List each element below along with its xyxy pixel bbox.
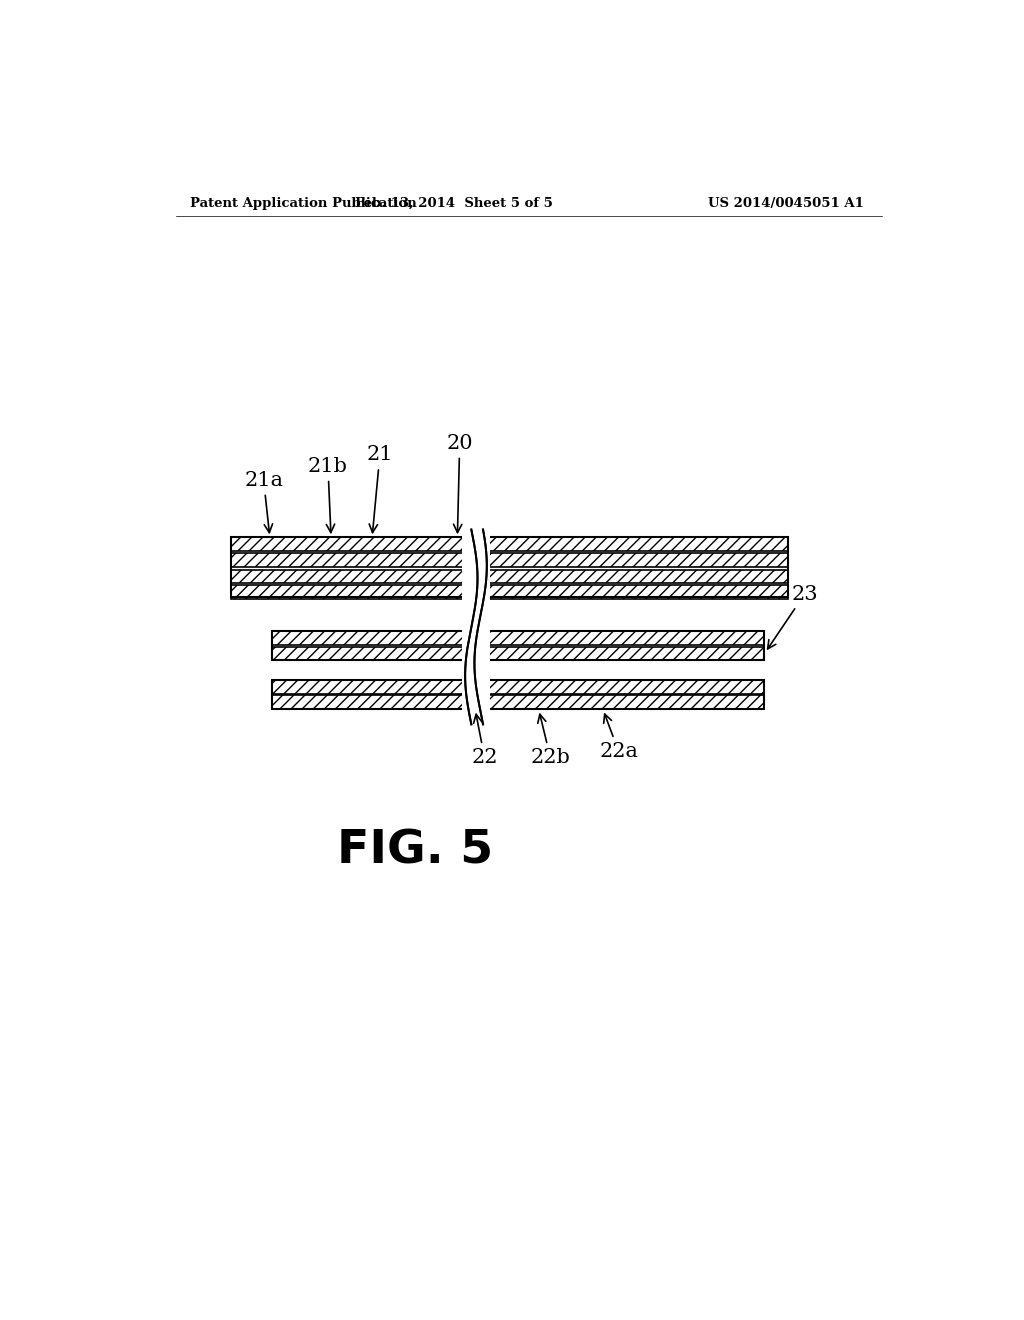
Bar bbox=[231, 537, 787, 597]
Bar bbox=[231, 570, 787, 583]
Text: 23: 23 bbox=[768, 585, 818, 649]
Text: 20: 20 bbox=[446, 434, 473, 532]
Text: Feb. 13, 2014  Sheet 5 of 5: Feb. 13, 2014 Sheet 5 of 5 bbox=[354, 197, 552, 210]
Bar bbox=[272, 680, 764, 693]
Bar bbox=[272, 631, 764, 660]
Text: US 2014/0045051 A1: US 2014/0045051 A1 bbox=[709, 197, 864, 210]
Text: 22a: 22a bbox=[599, 714, 638, 760]
Bar bbox=[272, 631, 764, 645]
Bar bbox=[231, 585, 787, 599]
Text: 21: 21 bbox=[367, 445, 393, 532]
Text: 22: 22 bbox=[471, 714, 498, 767]
Text: 22b: 22b bbox=[530, 714, 570, 767]
Bar bbox=[272, 647, 764, 660]
Bar bbox=[231, 537, 787, 552]
Text: 21b: 21b bbox=[308, 457, 348, 532]
Bar bbox=[272, 680, 764, 709]
Text: 21a: 21a bbox=[244, 471, 283, 533]
Bar bbox=[272, 696, 764, 709]
Text: Patent Application Publication: Patent Application Publication bbox=[190, 197, 417, 210]
Bar bbox=[463, 529, 489, 725]
Text: FIG. 5: FIG. 5 bbox=[337, 829, 493, 874]
Bar bbox=[231, 553, 787, 566]
